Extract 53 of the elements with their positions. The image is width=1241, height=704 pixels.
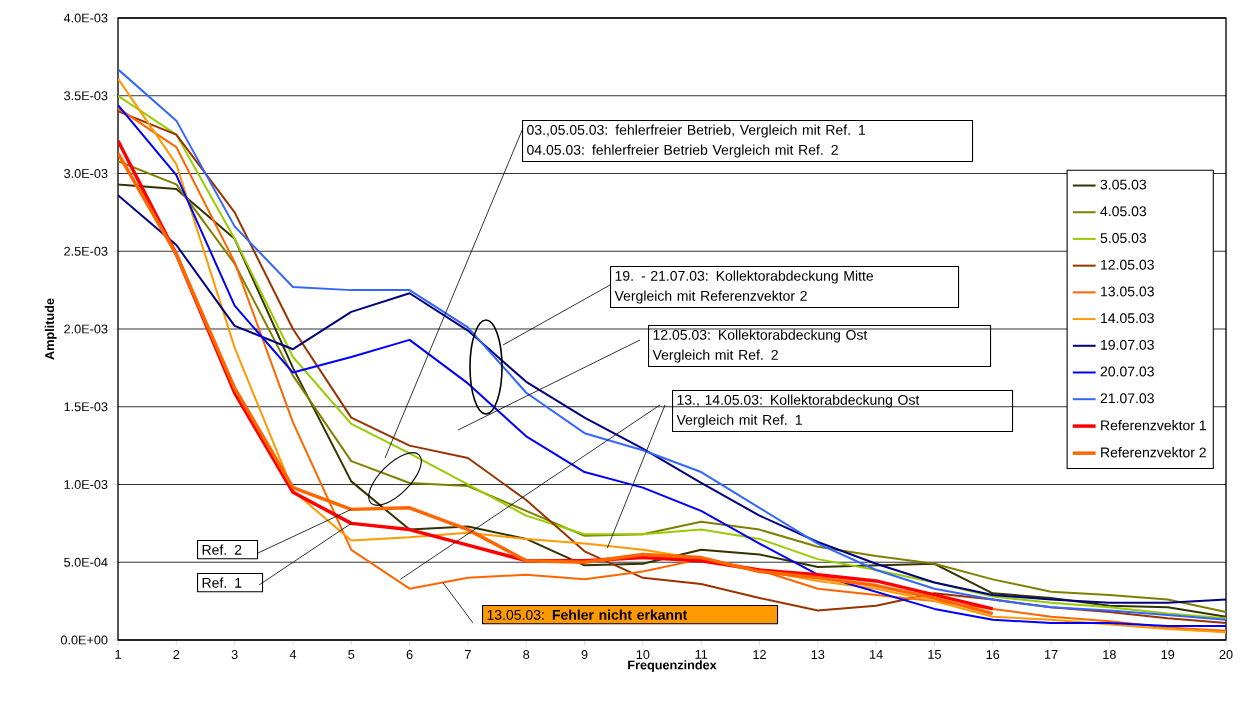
x-tick-label: 10 xyxy=(636,650,650,660)
annotation: 12.05.03: Kollektorabdeckung Ost xyxy=(653,329,868,343)
x-tick-label: 14 xyxy=(870,650,883,659)
y-tick-label: 4.0E-03 xyxy=(63,13,108,23)
legend-label: 5.05.03 xyxy=(1100,233,1147,243)
x-tick-label: 18 xyxy=(1103,650,1116,660)
x-tick-label: 3 xyxy=(231,650,238,660)
annotation: Ref. 2 xyxy=(202,544,242,555)
annotation: Vergleich mit Ref. 1 xyxy=(676,414,802,428)
legend-label: 14.05.03 xyxy=(1101,313,1154,324)
annotation: 03.,05.05.03: fehlerfreier Betrieb, Vergleich mit Ref. 1 xyxy=(527,124,866,138)
annotation: Vergleich mit Referenzvektor 2 xyxy=(614,290,807,304)
y-tick-label: 5.0E-04 xyxy=(64,557,108,567)
legend-label: 4.05.03 xyxy=(1100,206,1147,217)
y-tick-label: 2.0E-03 xyxy=(64,324,108,334)
legend-label: 20.07.03 xyxy=(1100,366,1154,377)
legend-label: 21.07.03 xyxy=(1100,393,1154,404)
y-tick-label: 3.5E-03 xyxy=(64,91,108,101)
x-tick-label: 11 xyxy=(695,650,708,659)
y-tick-label: 1.5E-03 xyxy=(64,402,108,412)
x-tick-label: 6 xyxy=(406,650,413,660)
x-tick-label: 7 xyxy=(465,650,471,659)
annotation: 13., 14.05.03: Kollektorabdeckung Ost xyxy=(677,394,920,408)
x-tick-label: 4 xyxy=(289,650,297,659)
x-tick-label: 1 xyxy=(115,650,121,659)
legend-label: Referenzvektor 1 xyxy=(1101,420,1206,431)
x-tick-label: 12 xyxy=(753,650,766,659)
x-tick-label: 15 xyxy=(928,650,941,659)
y-tick-label: 0.0E+00 xyxy=(60,635,108,645)
legend-label: 3.05.03 xyxy=(1100,179,1147,190)
y-tick-label: 3.0E-03 xyxy=(64,169,108,178)
legend-label: 19.07.03 xyxy=(1101,339,1154,350)
x-tick-label: 16 xyxy=(986,650,1000,660)
annotation: 04.05.03: fehlerfreier Betrieb Vergleich mit Ref. 2 xyxy=(527,144,838,158)
x-tick-label: 9 xyxy=(581,650,588,660)
y-axis-title: Amplitude xyxy=(44,298,57,360)
x-tick-label: 19 xyxy=(1161,650,1175,660)
y-tick-label: 1.0E-03 xyxy=(64,480,108,489)
annotation: 19. - 21.07.03: Kollektorabdeckung Mitte xyxy=(615,270,874,284)
legend-label: 12.05.03 xyxy=(1101,259,1154,270)
annotation: Ref. 1 xyxy=(202,577,242,588)
x-tick-label: 17 xyxy=(1044,650,1058,659)
x-axis-title: Frequenzindex xyxy=(628,660,717,672)
x-tick-label: 8 xyxy=(523,650,530,660)
y-tick-label: 2.5E-03 xyxy=(64,246,108,256)
annotation: Vergleich mit Ref. 2 xyxy=(652,349,778,363)
x-tick-label: 2 xyxy=(173,650,180,659)
x-tick-label: 20 xyxy=(1219,650,1233,660)
legend-label: 13.05.03 xyxy=(1101,286,1154,297)
x-tick-label: 5 xyxy=(348,650,355,659)
x-tick-label: 13 xyxy=(811,650,825,660)
annotation: 13.05.03: Fehler nicht erkannt xyxy=(487,609,688,620)
legend-label: Referenzvektor 2 xyxy=(1101,447,1206,458)
